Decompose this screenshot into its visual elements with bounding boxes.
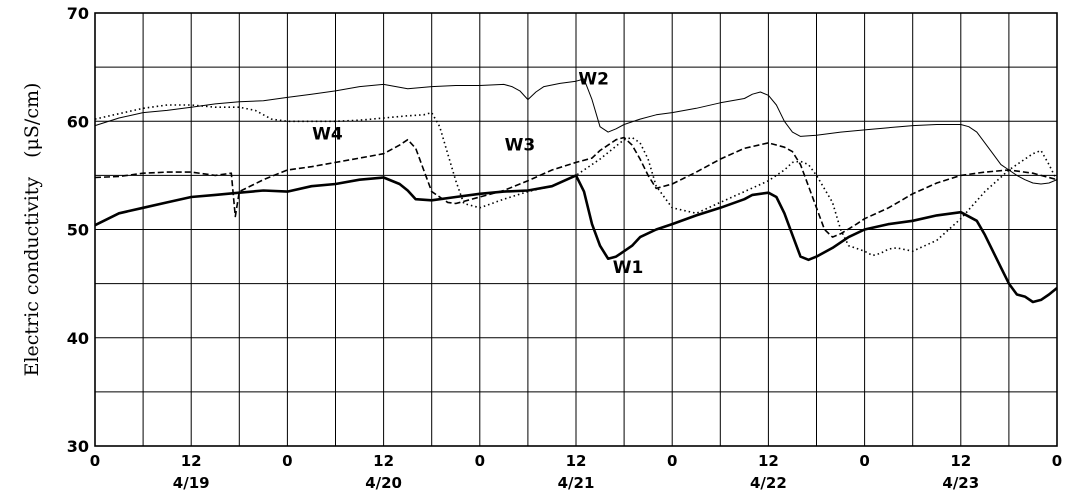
x-tick-label: 12 bbox=[373, 452, 394, 470]
series-label-w2: W2 bbox=[578, 69, 609, 89]
series-label-w3: W3 bbox=[505, 135, 536, 155]
day-label: 4/19 bbox=[173, 474, 210, 492]
y-tick-label: 30 bbox=[67, 437, 89, 456]
y-axis-title: Electric conductivity (μS/cm) bbox=[21, 83, 43, 377]
series-line-w1 bbox=[94, 174, 1058, 304]
x-tick-label: 12 bbox=[758, 452, 779, 470]
series-labels: W1 W2 W3 W4 bbox=[312, 69, 643, 277]
x-tick-label: 12 bbox=[181, 452, 202, 470]
series-line-w2 bbox=[94, 78, 1058, 185]
y-tick-label: 70 bbox=[67, 4, 89, 23]
x-tick-label: 12 bbox=[566, 452, 587, 470]
x-tick-label: 0 bbox=[1052, 452, 1062, 470]
x-tick-label: 0 bbox=[90, 452, 100, 470]
series-label-w1: W1 bbox=[613, 258, 644, 278]
x-tick-label: 12 bbox=[950, 452, 971, 470]
series-line-w3 bbox=[94, 136, 1058, 238]
series-label-w4: W4 bbox=[312, 125, 343, 145]
day-label: 4/23 bbox=[942, 474, 979, 492]
y-tick-label: 50 bbox=[67, 221, 89, 240]
plot-frame bbox=[94, 12, 1058, 447]
x-tick-label: 0 bbox=[667, 452, 677, 470]
x-tick-label: 0 bbox=[475, 452, 485, 470]
x-axis-ticks: 0 12 0 12 0 12 0 12 0 12 0 bbox=[90, 452, 1062, 470]
x-tick-label: 0 bbox=[282, 452, 292, 470]
series-lines bbox=[94, 78, 1058, 304]
series-line-w4 bbox=[94, 104, 1058, 257]
y-tick-label: 40 bbox=[67, 329, 89, 348]
y-axis-ticks: 30 40 50 60 70 bbox=[67, 4, 89, 456]
x-tick-label: 0 bbox=[859, 452, 869, 470]
day-label: 4/20 bbox=[365, 474, 402, 492]
y-tick-label: 60 bbox=[67, 112, 89, 131]
grid-lines bbox=[95, 13, 1057, 446]
x-axis-day-labels: 4/19 4/20 4/21 4/22 4/23 bbox=[173, 474, 979, 492]
day-label: 4/21 bbox=[558, 474, 595, 492]
day-label: 4/22 bbox=[750, 474, 787, 492]
